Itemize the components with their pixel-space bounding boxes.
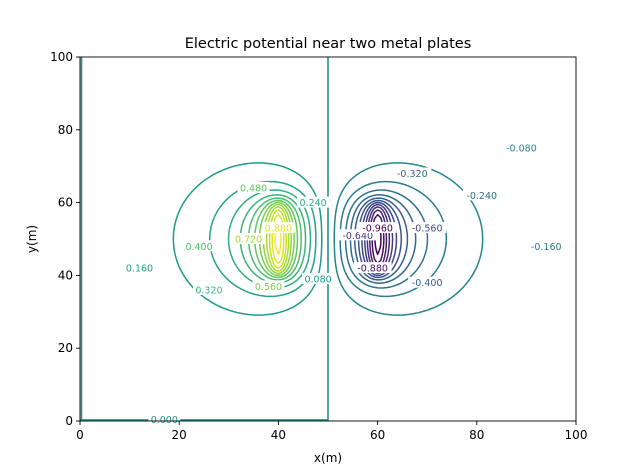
x-tick-label: 60 <box>370 428 385 442</box>
contour-label-background <box>338 229 377 241</box>
x-axis-label: x(m) <box>314 451 342 465</box>
contour-label: -0.400 <box>412 278 443 289</box>
contour-label-background <box>527 240 566 252</box>
y-tick-label: 40 <box>58 268 73 282</box>
contour-label: -0.160 <box>531 242 562 253</box>
contour-label-background <box>183 240 216 252</box>
contour-label-background <box>262 222 295 234</box>
contour-label-background <box>237 182 270 194</box>
y-tick-label: 80 <box>58 123 73 137</box>
contour-label-background <box>393 167 432 179</box>
contour-label-background <box>353 262 392 274</box>
contour-label-background <box>502 142 541 153</box>
contour-label: 0.240 <box>300 198 327 209</box>
contour-level--0.08 <box>333 162 484 316</box>
y-tick-label: 20 <box>58 341 73 355</box>
contour-level-0.48 <box>253 199 299 279</box>
contour-label: 0.160 <box>126 264 153 275</box>
contour-label-background <box>408 276 447 288</box>
y-tick-label: 0 <box>65 414 73 428</box>
contour-label: 0.880 <box>265 224 292 235</box>
contour-level-0.88 <box>271 213 285 265</box>
y-axis-ticks: 0 20 40 60 80 100 <box>50 50 80 428</box>
contour-label-background <box>408 222 447 234</box>
x-tick-label: 100 <box>565 428 588 442</box>
contour-level-0.40 <box>247 197 302 281</box>
plot-frame <box>79 56 577 422</box>
x-tick-label: 20 <box>172 428 187 442</box>
contour-label-background <box>462 189 501 201</box>
contour-label-background <box>252 280 285 292</box>
contour-label: 0.400 <box>185 242 212 253</box>
contour-label: 0.320 <box>195 285 222 296</box>
contour-label-background <box>232 233 265 244</box>
contour-label-background <box>297 196 330 208</box>
contour-label-background <box>358 222 397 234</box>
contour-labels: -0.080 -0.240 -0.160 -0.320 -0.560 -0.400 -0.6… <box>123 142 566 426</box>
x-tick-label: 80 <box>469 428 484 442</box>
contour-label: 0.560 <box>255 282 282 293</box>
contour-label-background <box>123 262 156 274</box>
contour-label-background <box>192 283 225 295</box>
contour-label: -0.960 <box>362 224 393 235</box>
contour-label: -0.080 <box>506 144 537 155</box>
contour-label: -0.320 <box>397 169 428 180</box>
contour-label: 0.080 <box>304 275 331 286</box>
x-tick-label: 40 <box>271 428 286 442</box>
contour-level--0.40 <box>354 197 409 281</box>
y-axis-label: y(m) <box>25 225 39 253</box>
contour-label-background <box>148 413 181 425</box>
contour-label-background <box>302 273 335 285</box>
contour-label: -0.240 <box>466 191 497 202</box>
contour-label: 0.000 <box>151 415 178 426</box>
contour-label: 0.480 <box>240 184 267 195</box>
y-tick-label: 100 <box>50 50 73 64</box>
contour-level-0.08 <box>172 162 323 316</box>
x-tick-label: 0 <box>76 428 84 442</box>
x-axis-ticks: 0 20 40 60 80 100 <box>76 421 587 442</box>
contour-label: -0.560 <box>412 224 443 235</box>
y-tick-label: 60 <box>58 196 73 210</box>
contour-label: -0.640 <box>342 231 373 242</box>
contour-label: 0.720 <box>235 235 262 246</box>
chart-title: Electric potential near two metal plates <box>185 36 472 52</box>
contour-label: -0.880 <box>357 264 388 275</box>
zero-contour <box>80 57 329 421</box>
